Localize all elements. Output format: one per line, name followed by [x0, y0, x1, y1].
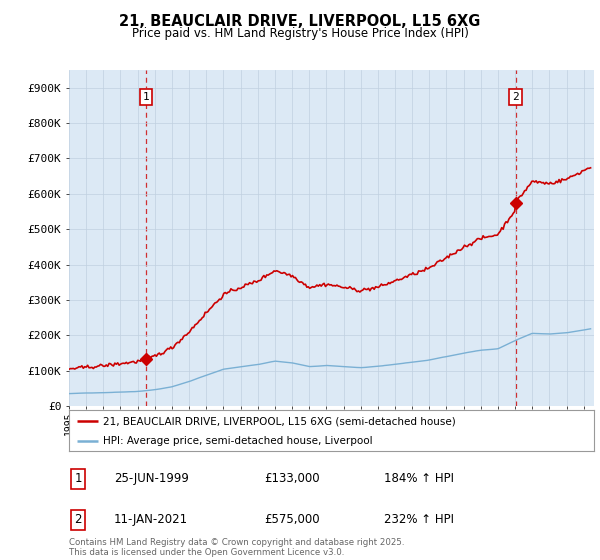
- Text: 2: 2: [74, 513, 82, 526]
- Text: 2: 2: [512, 92, 519, 102]
- Text: HPI: Average price, semi-detached house, Liverpool: HPI: Average price, semi-detached house,…: [103, 436, 373, 446]
- Text: 1: 1: [74, 472, 82, 486]
- Text: Price paid vs. HM Land Registry's House Price Index (HPI): Price paid vs. HM Land Registry's House …: [131, 27, 469, 40]
- Text: 11-JAN-2021: 11-JAN-2021: [114, 513, 188, 526]
- Text: 232% ↑ HPI: 232% ↑ HPI: [384, 513, 454, 526]
- Text: 184% ↑ HPI: 184% ↑ HPI: [384, 472, 454, 486]
- Text: 1: 1: [142, 92, 149, 102]
- Text: 21, BEAUCLAIR DRIVE, LIVERPOOL, L15 6XG (semi-detached house): 21, BEAUCLAIR DRIVE, LIVERPOOL, L15 6XG …: [103, 417, 456, 426]
- Text: Contains HM Land Registry data © Crown copyright and database right 2025.
This d: Contains HM Land Registry data © Crown c…: [69, 538, 404, 557]
- Text: 21, BEAUCLAIR DRIVE, LIVERPOOL, L15 6XG: 21, BEAUCLAIR DRIVE, LIVERPOOL, L15 6XG: [119, 14, 481, 29]
- Text: 25-JUN-1999: 25-JUN-1999: [114, 472, 189, 486]
- Text: £575,000: £575,000: [264, 513, 320, 526]
- Text: £133,000: £133,000: [264, 472, 320, 486]
